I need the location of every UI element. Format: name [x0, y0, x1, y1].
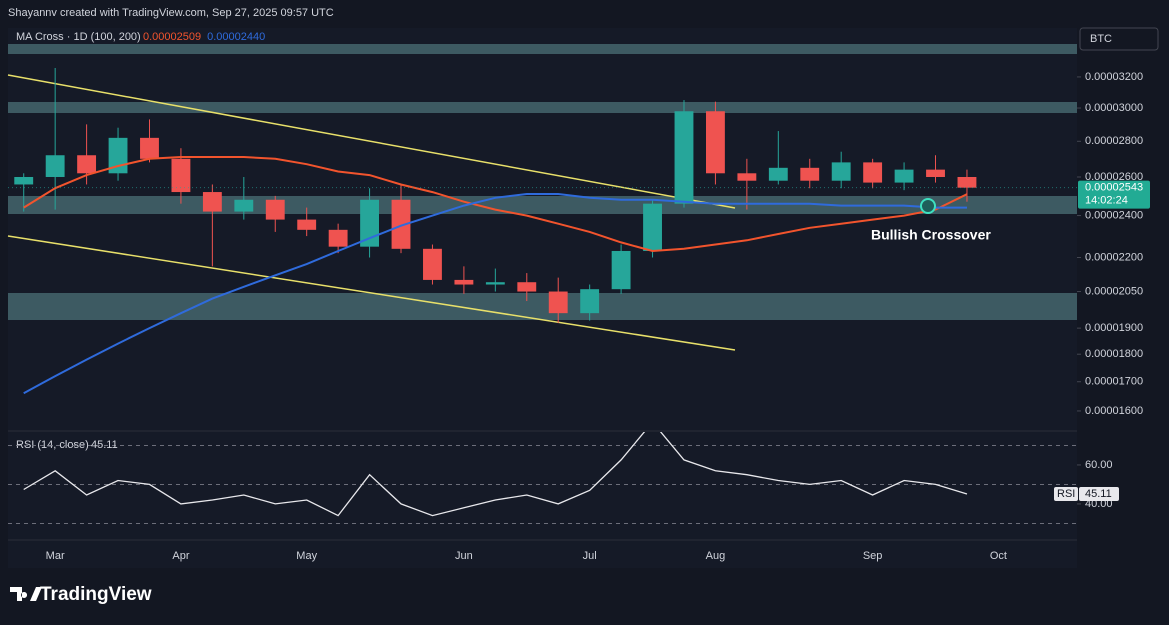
- candle-body: [926, 169, 945, 177]
- x-tick-label: Aug: [706, 550, 726, 562]
- candle-body: [171, 158, 191, 193]
- candle-body: [77, 155, 97, 174]
- y-tick-label: 0.00003000: [1085, 102, 1143, 114]
- y-tick-label: 0.00002600: [1085, 171, 1143, 183]
- candle-body: [737, 173, 757, 181]
- candle-body: [831, 162, 851, 181]
- y-tick-label: 0.00003200: [1085, 71, 1143, 83]
- candle-body: [705, 111, 725, 174]
- ma-value: 0.00002440: [207, 31, 265, 43]
- candle-body: [517, 282, 537, 292]
- price-tag: [1078, 180, 1150, 209]
- x-tick-label: Sep: [863, 550, 883, 562]
- rsi-title: RSI (14, close): [16, 439, 89, 451]
- y-tick-label: 60.00: [1085, 459, 1113, 471]
- annotation: Bullish Crossover: [871, 227, 991, 243]
- candle-body: [140, 137, 159, 159]
- rsi-tag: RSI: [1057, 488, 1075, 500]
- rsi-value: 45.11: [91, 439, 118, 451]
- candle-body: [674, 111, 694, 204]
- logo-mark: [10, 587, 42, 601]
- zone: [8, 44, 1077, 54]
- x-tick-label: Mar: [46, 550, 65, 562]
- candle-body: [611, 250, 631, 290]
- y-tick-label: 0.00001800: [1085, 348, 1143, 360]
- crossover-marker: [920, 198, 936, 214]
- ma-value: 0.00002509: [143, 31, 201, 43]
- candle-body: [863, 162, 883, 183]
- candle-body: [643, 203, 662, 251]
- candle-body: [297, 219, 317, 230]
- candle-body: [265, 199, 285, 220]
- candle-body: [423, 248, 442, 280]
- symbol: BTC: [1090, 33, 1112, 45]
- candle-body: [391, 199, 411, 249]
- indicator-title: MA Cross · 1D (100, 200): [16, 31, 141, 43]
- zone: [8, 102, 1077, 113]
- candle-body: [234, 199, 254, 212]
- candle-body: [328, 229, 348, 247]
- y-tick-label: 0.00001600: [1085, 405, 1143, 417]
- x-tick-label: Apr: [172, 550, 189, 562]
- y-tick-label: 0.00001900: [1085, 322, 1143, 334]
- zone: [8, 293, 1077, 320]
- x-tick-label: May: [296, 550, 317, 562]
- x-tick-label: Jun: [455, 550, 473, 562]
- candle-body: [548, 291, 568, 314]
- price-tag-value: 0.00002543: [1085, 182, 1143, 194]
- rsi-value-box: [1079, 486, 1119, 501]
- brand: TradingView: [40, 584, 152, 605]
- candle-body: [202, 192, 222, 212]
- candles: [14, 67, 977, 324]
- candle-body: [360, 199, 380, 247]
- candle-body: [957, 176, 977, 188]
- credit: Shayannv created with TradingView.com, S…: [8, 7, 334, 19]
- moving-average: [23, 156, 968, 253]
- candle-body: [580, 289, 600, 314]
- x-tick-label: Jul: [583, 550, 597, 562]
- candle-body: [45, 155, 65, 177]
- y-tick-label: 0.00001700: [1085, 376, 1143, 388]
- rsi-tag-box: [1054, 486, 1078, 501]
- countdown: 14:02:24: [1085, 195, 1128, 207]
- candle-body: [485, 282, 505, 285]
- brand-logo: [10, 587, 42, 601]
- trend-line: [7, 74, 736, 209]
- rsi-value-tag: 45.11: [1085, 488, 1112, 500]
- candle-body: [14, 176, 34, 185]
- moving-average: [23, 193, 967, 395]
- candle-body: [454, 279, 474, 285]
- rsi: [23, 432, 968, 517]
- candle-body: [768, 167, 788, 181]
- candle-body: [800, 167, 820, 181]
- y-tick-label: 0.00002400: [1085, 209, 1143, 221]
- y-tick-label: 0.00002050: [1085, 285, 1143, 297]
- symbol-box[interactable]: [1079, 27, 1159, 51]
- candle-body: [894, 169, 914, 183]
- rsi-line: [23, 432, 968, 517]
- y-tick-label: 0.00002200: [1085, 251, 1143, 263]
- zone: [8, 196, 1077, 214]
- x-tick-label: Oct: [990, 550, 1007, 562]
- trend-line: [7, 235, 736, 351]
- y-tick-label: 0.00002800: [1085, 135, 1143, 147]
